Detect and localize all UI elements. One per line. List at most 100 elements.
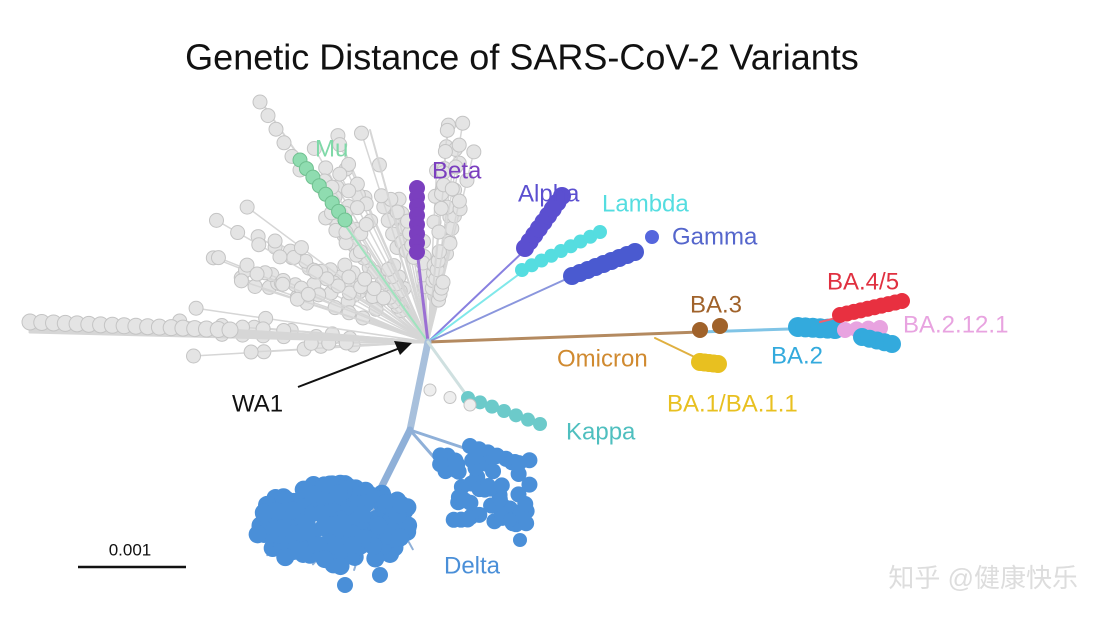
node xyxy=(510,455,527,472)
node xyxy=(553,187,571,205)
node xyxy=(252,94,268,110)
node xyxy=(306,140,322,156)
node xyxy=(337,577,353,593)
node xyxy=(431,224,447,240)
node xyxy=(318,160,334,176)
node xyxy=(332,166,348,182)
node xyxy=(626,243,644,261)
node xyxy=(433,200,449,216)
tree xyxy=(21,94,910,593)
node xyxy=(443,391,457,404)
node xyxy=(352,504,371,523)
label-kappa: Kappa xyxy=(566,418,636,445)
node xyxy=(221,321,239,339)
node xyxy=(283,501,302,520)
node xyxy=(467,448,484,465)
node xyxy=(332,137,348,153)
node xyxy=(437,143,453,159)
node xyxy=(533,417,547,431)
branch xyxy=(360,132,429,343)
node xyxy=(493,493,507,507)
node xyxy=(455,115,471,131)
label-ba1: BA.1/BA.1.1 xyxy=(667,390,798,417)
node xyxy=(391,528,410,547)
label-alpha: Alpha xyxy=(518,180,580,207)
label-lambda: Lambda xyxy=(602,190,689,217)
node xyxy=(260,108,276,124)
node xyxy=(451,193,467,209)
node xyxy=(447,455,464,472)
node xyxy=(369,516,388,535)
node xyxy=(343,536,362,555)
label-beta: Beta xyxy=(432,157,482,184)
node xyxy=(709,355,727,373)
node xyxy=(497,404,511,418)
node xyxy=(249,266,265,282)
node xyxy=(463,398,477,412)
label-ba2121: BA.2.12.1 xyxy=(903,311,1008,338)
node xyxy=(251,237,267,253)
node xyxy=(273,519,292,538)
node xyxy=(300,286,316,302)
branch xyxy=(427,249,526,343)
node xyxy=(493,477,510,494)
watermark: 知乎 @健康快乐 xyxy=(888,563,1078,593)
node xyxy=(299,521,318,540)
node xyxy=(509,408,523,423)
branch xyxy=(369,129,429,343)
branch xyxy=(331,186,429,343)
scale-label: 0.001 xyxy=(109,540,152,559)
node xyxy=(435,274,451,290)
node xyxy=(837,322,853,338)
node xyxy=(712,318,728,334)
branch xyxy=(408,428,472,452)
branch xyxy=(415,248,430,344)
node xyxy=(341,156,357,172)
node xyxy=(239,257,255,273)
node xyxy=(267,233,283,249)
node xyxy=(248,525,267,544)
node xyxy=(459,172,475,188)
label-wa1: WA1 xyxy=(232,390,283,417)
node xyxy=(894,293,910,309)
node xyxy=(293,240,309,256)
node xyxy=(513,533,527,547)
branch xyxy=(406,338,432,434)
node xyxy=(188,300,204,316)
node xyxy=(432,456,449,473)
node xyxy=(315,550,334,569)
node xyxy=(444,181,460,197)
node xyxy=(303,485,322,504)
node xyxy=(186,348,202,364)
node xyxy=(337,212,353,228)
node xyxy=(239,199,255,215)
node xyxy=(372,567,388,583)
node xyxy=(276,548,295,567)
node xyxy=(451,137,467,153)
label-ba3: BA.3 xyxy=(690,291,742,318)
node xyxy=(333,514,352,533)
node xyxy=(341,183,357,199)
label-ba2: BA.2 xyxy=(771,342,823,369)
arrow-line xyxy=(297,347,401,388)
branch xyxy=(376,426,414,494)
label-mu: Mu xyxy=(315,135,348,162)
node xyxy=(208,212,224,228)
branch xyxy=(344,224,429,343)
node xyxy=(275,276,291,292)
node xyxy=(230,225,246,241)
node xyxy=(423,383,437,397)
branch xyxy=(195,307,429,343)
node xyxy=(376,290,392,306)
node xyxy=(485,399,499,414)
node xyxy=(331,557,350,576)
label-omicron: Omicron xyxy=(557,345,648,372)
branch xyxy=(427,274,576,343)
branch xyxy=(215,219,429,343)
node xyxy=(692,322,708,338)
node xyxy=(462,494,479,511)
node xyxy=(883,335,901,353)
node xyxy=(366,281,382,297)
node xyxy=(358,216,374,232)
